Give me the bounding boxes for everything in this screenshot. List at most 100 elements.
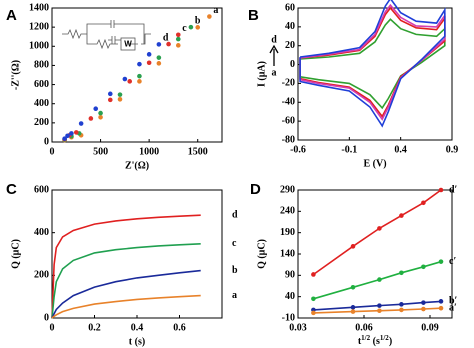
y-tick-label: 140 — [280, 248, 295, 259]
y-tick-label: 1000 — [29, 41, 49, 52]
data-point — [399, 213, 404, 218]
x-tick-label: 0.6 — [173, 322, 186, 333]
series-label: a′ — [449, 302, 457, 313]
data-point — [421, 264, 426, 270]
data-point — [311, 296, 316, 302]
y-tick-label: 200 — [34, 117, 49, 128]
y-tick-label: 800 — [34, 60, 49, 71]
data-point — [65, 133, 70, 139]
data-point — [98, 110, 103, 116]
equivalent-circuit — [62, 20, 151, 51]
x-tick-label: 500 — [93, 146, 108, 157]
y-tick-label: 190 — [280, 227, 295, 238]
series-label: c′ — [449, 256, 456, 267]
series-label: c — [232, 238, 237, 249]
series-label: d — [163, 33, 169, 44]
series-line — [313, 260, 442, 300]
data-point — [175, 36, 181, 42]
data-point — [117, 97, 123, 102]
data-point — [93, 106, 99, 111]
data-point — [377, 226, 382, 231]
data-point — [399, 270, 404, 276]
data-point — [127, 79, 133, 84]
y-tick-label: 40 — [285, 291, 295, 302]
x-tick-label: 0.2 — [88, 322, 101, 333]
data-point — [175, 32, 181, 38]
data-point — [146, 52, 152, 57]
y-axis-label: -Z''(Ω) — [10, 60, 21, 90]
series-line — [312, 189, 442, 276]
x-tick-label: 0 — [50, 146, 55, 157]
data-point — [88, 116, 94, 121]
panel-letter: A — [6, 7, 17, 24]
data-point — [98, 115, 103, 120]
data-point — [350, 284, 356, 290]
y-tick-label: 60 — [285, 2, 295, 13]
data-point — [107, 97, 113, 103]
series-label: a — [213, 5, 218, 16]
data-point — [207, 14, 212, 19]
x-axis-label-part: (s — [370, 336, 380, 347]
series-label: d — [232, 209, 238, 220]
y-tick-label: 400 — [34, 227, 49, 238]
data-point — [421, 200, 426, 206]
y-tick-label: 0 — [44, 312, 49, 323]
y-axis-label: Q (μC) — [10, 239, 21, 269]
data-point — [137, 79, 142, 84]
data-point — [62, 136, 67, 141]
data-point — [438, 299, 444, 304]
x-axis-label-part: t — [358, 336, 362, 347]
data-point — [311, 272, 316, 277]
panel-letter: B — [248, 7, 259, 24]
y-tick-label: 90 — [285, 270, 295, 281]
x-tick-label: -0.1 — [341, 144, 357, 155]
x-tick-label: 0.09 — [421, 322, 439, 333]
plot-frame — [297, 7, 453, 141]
data-point — [69, 131, 74, 136]
y-tick-label: 1200 — [29, 21, 49, 32]
data-point — [377, 277, 382, 282]
x-axis-label: t1/2 (s1/2) — [358, 334, 392, 348]
series-label: c — [182, 23, 187, 34]
series-label: d′ — [449, 184, 458, 195]
x-tick-label: 1500 — [188, 146, 208, 157]
x-axis-label: Z'(Ω) — [125, 160, 149, 171]
y-axis-label: Q (μC) — [256, 239, 267, 269]
data-point — [78, 121, 84, 126]
data-point — [122, 76, 128, 82]
y-tick-label: -40 — [282, 97, 295, 108]
data-point — [156, 61, 162, 66]
series-line — [51, 243, 201, 319]
data-point — [399, 302, 404, 307]
series-label: b — [232, 265, 238, 276]
data-point — [438, 187, 444, 193]
y-tick-label: 240 — [280, 206, 295, 217]
series-label: b — [195, 15, 201, 26]
x-tick-label: 0.4 — [394, 144, 407, 155]
data-point — [350, 309, 356, 314]
series-line — [51, 294, 201, 319]
data-point — [156, 42, 162, 47]
y-axis-label: I (μA) — [256, 61, 267, 87]
series-label: a — [232, 290, 237, 301]
data-point — [421, 306, 426, 312]
y-tick-label: 1400 — [29, 2, 49, 13]
y-tick-label: 20 — [285, 40, 295, 51]
x-tick-label: 0.03 — [289, 322, 307, 333]
data-point — [377, 303, 382, 308]
y-tick-label: -20 — [282, 78, 295, 89]
y-tick-label: -60 — [282, 115, 295, 126]
x-tick-label: -0.6 — [290, 144, 306, 155]
data-point — [311, 310, 316, 316]
data-point — [399, 307, 404, 313]
data-point — [137, 73, 142, 79]
data-point — [73, 130, 79, 135]
series-line — [313, 307, 442, 314]
annotation: d — [271, 34, 277, 45]
plot-frame — [51, 7, 223, 143]
series-line — [313, 300, 442, 311]
x-tick-label: 0.06 — [355, 322, 373, 333]
data-point — [350, 244, 356, 249]
